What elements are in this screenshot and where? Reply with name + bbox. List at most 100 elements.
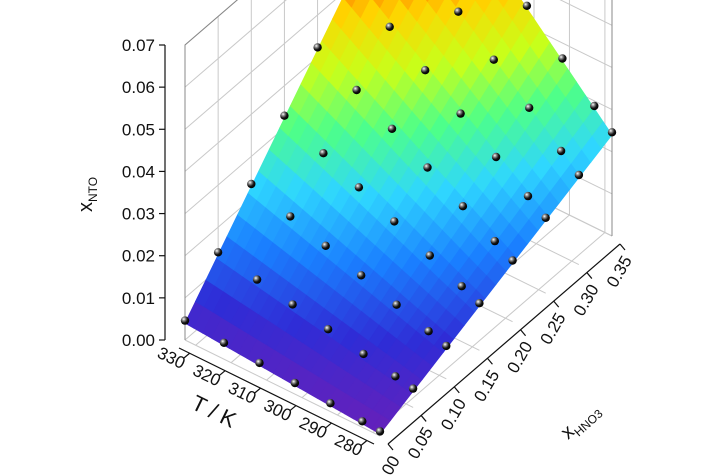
data-point: [425, 251, 434, 260]
data-point: [180, 316, 190, 325]
x-floor-gridline: [184, 339, 381, 437]
x-tick-label: 0.00: [371, 453, 404, 476]
data-point: [326, 399, 335, 408]
data-point: [456, 109, 465, 118]
x-tick: [453, 386, 460, 394]
data-point: [319, 149, 328, 158]
data-point: [323, 325, 333, 334]
data-point: [359, 349, 368, 359]
data-point: [387, 124, 397, 133]
wall-frame: [184, 0, 613, 340]
surface-patch: [498, 0, 509, 9]
data-point: [457, 282, 466, 291]
surface-patch: [373, 0, 385, 9]
z-gridline: [184, 0, 287, 88]
data-point: [280, 111, 289, 120]
data-point: [290, 378, 300, 388]
data-point: [352, 85, 361, 95]
data-point: [556, 146, 566, 156]
x-tick-label: 0.30: [570, 281, 603, 319]
t-tick-label: 300: [261, 396, 295, 426]
x-tick: [420, 415, 427, 422]
data-point: [247, 179, 256, 189]
surface-patch: [400, 0, 415, 12]
x-tick: [619, 243, 626, 251]
z-tick-label: 0.06: [122, 78, 155, 97]
t-tick: [218, 370, 226, 377]
x-tick: [520, 329, 527, 337]
data-point: [508, 256, 517, 265]
data-point: [522, 1, 532, 10]
x-tick-label: 0.20: [503, 338, 536, 376]
data-point: [357, 271, 366, 280]
data-point: [358, 417, 367, 426]
data-point: [574, 170, 584, 180]
z-tick-label: 0.02: [122, 247, 155, 266]
data-point: [491, 152, 501, 162]
t-tick: [183, 352, 191, 359]
t-tick: [360, 440, 368, 446]
data-point: [385, 22, 394, 31]
z-tick-label: 0.03: [122, 205, 155, 224]
x-tick: [553, 300, 560, 308]
z-axis-label: xNTO: [75, 177, 100, 212]
data-point: [454, 7, 463, 16]
data-point: [607, 128, 617, 137]
data-point: [424, 327, 433, 336]
data-point: [408, 384, 418, 393]
z-tick-label: 0.07: [122, 36, 155, 55]
x-tick-label: 0.25: [537, 310, 570, 348]
z-gridline: [184, 0, 613, 172]
z-axis-label-main: x: [75, 202, 97, 212]
x-tick-label: 0.05: [404, 424, 437, 462]
data-point: [475, 299, 484, 308]
data-point: [219, 338, 229, 347]
data-point: [354, 183, 364, 192]
data-point: [255, 358, 264, 368]
x-tick-label: 0.10: [437, 395, 470, 433]
data-point: [321, 241, 330, 250]
data-points: [180, 1, 617, 436]
data-point: [541, 213, 550, 222]
surface-patch: [475, 0, 493, 14]
data-point: [391, 372, 400, 381]
data-point: [213, 248, 223, 257]
x-tick-label: 0.15: [470, 367, 503, 405]
t-tick-label: 290: [296, 413, 330, 443]
data-point: [392, 300, 401, 309]
data-point: [423, 163, 432, 172]
surface-patch: [379, 0, 400, 20]
data-point: [523, 191, 533, 201]
t-tick-label: 320: [190, 361, 224, 391]
surface-patch: [427, 0, 445, 15]
data-point: [313, 43, 322, 52]
data-point: [458, 202, 468, 211]
data-point: [442, 341, 451, 351]
t-floor-gridline: [372, 232, 606, 433]
z-tick-label: 0.00: [122, 331, 155, 350]
t-tick: [254, 387, 261, 394]
t-tick-label: 280: [332, 431, 366, 461]
t-tick: [289, 405, 297, 412]
z-tick-label: 0.01: [122, 289, 155, 308]
t-tick: [325, 422, 332, 429]
data-point: [558, 54, 567, 63]
t-tick-label: 330: [154, 343, 188, 373]
x-tick: [387, 443, 394, 451]
x-axis-label: xHNO3: [557, 398, 606, 446]
z-axis-label-sub: NTO: [86, 177, 100, 202]
surface-patch: [345, 0, 357, 9]
x-axis-line: [387, 243, 621, 445]
x-tick-label: 0.35: [603, 253, 636, 291]
data-point: [525, 103, 534, 113]
z-tick-label: 0.04: [122, 162, 155, 181]
data-point: [421, 66, 430, 75]
t-tick-label: 310: [225, 378, 259, 408]
data-point: [286, 212, 295, 221]
z-tick-label: 0.05: [122, 120, 155, 139]
surface-patch: [450, 0, 461, 8]
x-axis-label-sub: HNO3: [571, 406, 605, 439]
data-point: [252, 275, 262, 284]
